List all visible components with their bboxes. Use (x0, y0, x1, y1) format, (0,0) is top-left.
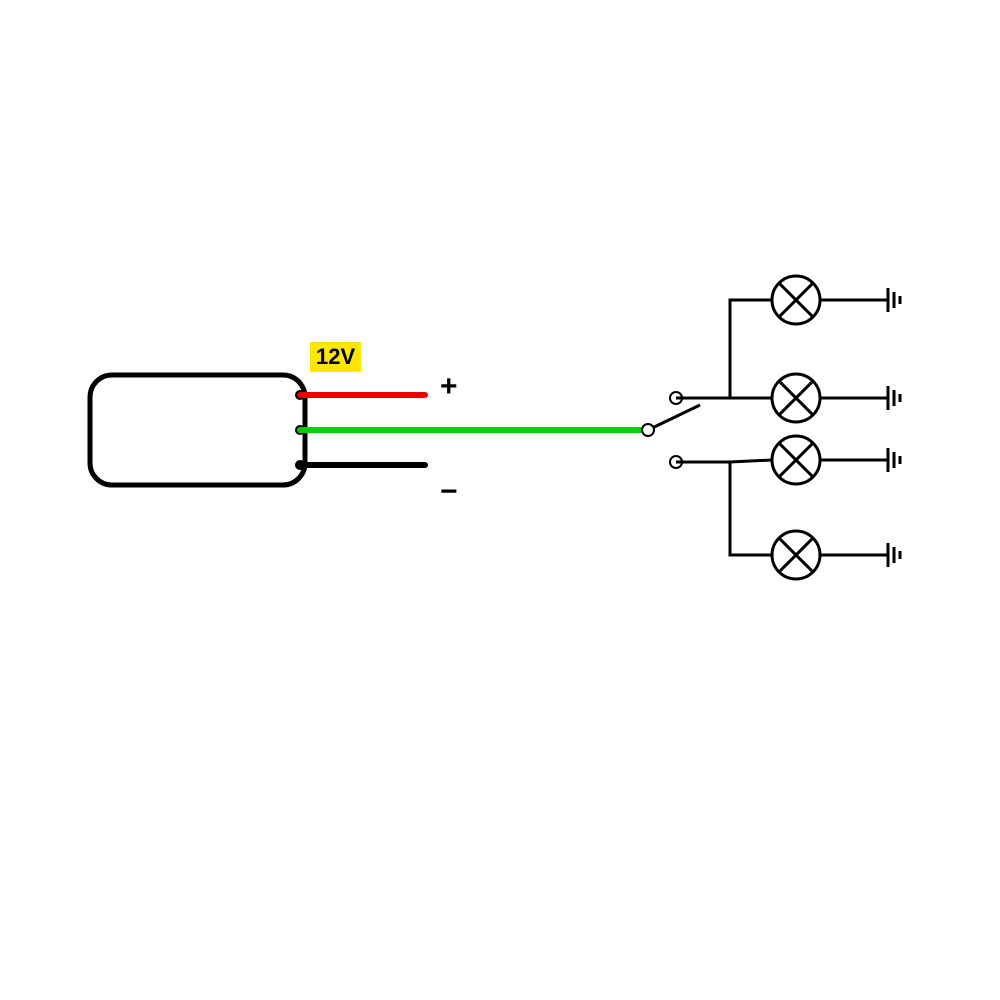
voltage-label: 12V (310, 342, 361, 372)
lower-rail (676, 462, 772, 555)
switch-arm (648, 405, 700, 430)
plus-label: + (440, 370, 458, 404)
lower-tee (730, 460, 772, 462)
ground-2 (870, 448, 900, 472)
switch-node-0 (642, 424, 654, 436)
minus-label: − (440, 475, 458, 509)
upper-rail (676, 300, 772, 398)
wiring-diagram (0, 0, 1000, 1000)
ground-1 (870, 386, 900, 410)
ground-3 (870, 543, 900, 567)
ground-0 (870, 288, 900, 312)
flasher-module (90, 375, 305, 485)
